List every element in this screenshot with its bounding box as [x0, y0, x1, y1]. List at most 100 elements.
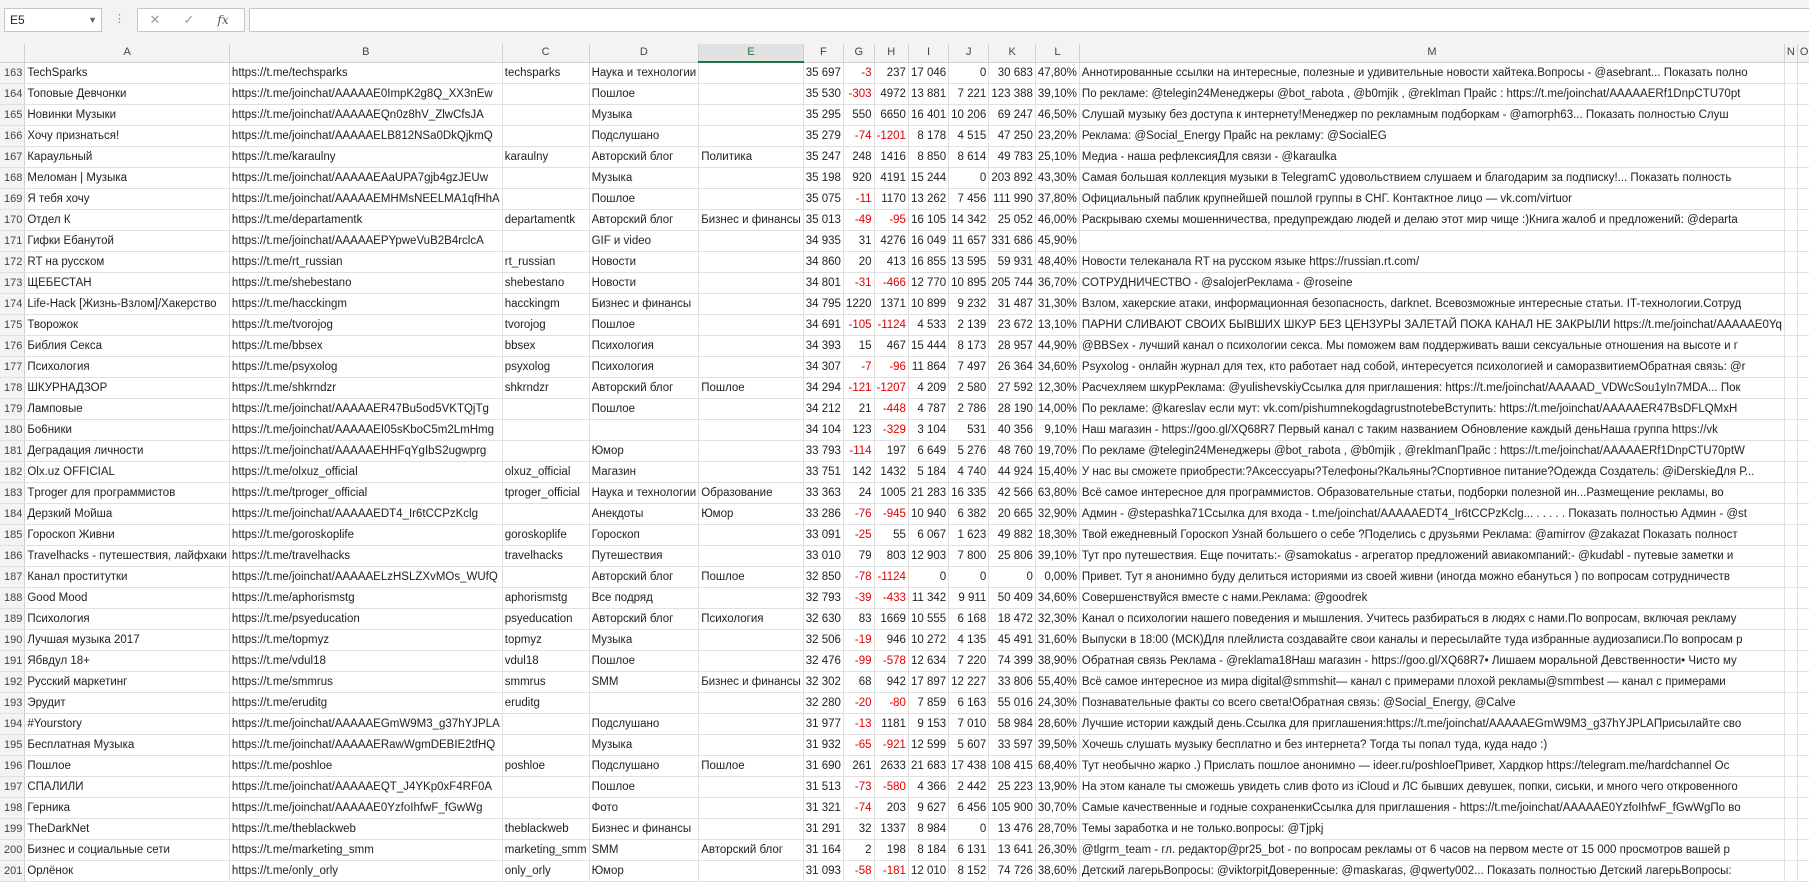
- row-header[interactable]: 198: [0, 797, 26, 819]
- cell-j[interactable]: 14 342: [948, 209, 990, 231]
- cell-l[interactable]: 31,60%: [1035, 629, 1080, 651]
- cell-c[interactable]: [502, 104, 590, 126]
- cell-l[interactable]: 46,00%: [1035, 209, 1080, 231]
- cell-d[interactable]: Психология: [589, 335, 700, 357]
- cell-m[interactable]: Аннотированные ссылки на интересные, пол…: [1079, 62, 1785, 84]
- cell-m[interactable]: Слушай музыку без доступа к интернету!Ме…: [1079, 104, 1785, 126]
- cell-k[interactable]: 0: [988, 566, 1036, 588]
- cell-i[interactable]: 9 627: [908, 797, 950, 819]
- cell-d[interactable]: [589, 692, 700, 714]
- cell-o[interactable]: [1797, 503, 1809, 525]
- cell-i[interactable]: 8 984: [908, 818, 950, 840]
- cell-a[interactable]: Хочу признаться!: [24, 125, 230, 147]
- row-header[interactable]: 191: [0, 650, 26, 672]
- cell-n[interactable]: [1784, 83, 1798, 105]
- cell-h[interactable]: -80: [874, 692, 909, 714]
- cell-e[interactable]: [698, 62, 804, 84]
- cell-o[interactable]: [1797, 629, 1809, 651]
- cell-a[interactable]: Гороскоп Живни: [24, 524, 230, 546]
- cell-o[interactable]: [1797, 125, 1809, 147]
- cell-i[interactable]: 7 859: [908, 692, 950, 714]
- row-header[interactable]: 166: [0, 125, 26, 147]
- cell-o[interactable]: [1797, 335, 1809, 357]
- cell-o[interactable]: [1797, 167, 1809, 189]
- cell-h[interactable]: 55: [874, 524, 909, 546]
- cell-k[interactable]: 28 190: [988, 398, 1036, 420]
- row-header[interactable]: 169: [0, 188, 26, 210]
- cell-b[interactable]: https://t.me/joinchat/AAAAAEHHFqYgIbS2ug…: [229, 440, 503, 462]
- cell-g[interactable]: -78: [843, 566, 875, 588]
- cell-o[interactable]: [1797, 713, 1809, 735]
- row-header[interactable]: 194: [0, 713, 26, 735]
- cell-k[interactable]: 27 592: [988, 377, 1036, 399]
- cell-n[interactable]: [1784, 230, 1798, 252]
- cell-f[interactable]: 32 793: [803, 587, 844, 609]
- cell-m[interactable]: Детский лагерьВопросы: @viktorpitДоверен…: [1079, 860, 1785, 882]
- cell-g[interactable]: 24: [843, 482, 875, 504]
- cell-b[interactable]: https://t.me/joinchat/AAAAAELB812NSa0DkQ…: [229, 125, 503, 147]
- cell-d[interactable]: Музыка: [589, 629, 700, 651]
- cell-a[interactable]: RT на русском: [24, 251, 230, 273]
- row-header[interactable]: 171: [0, 230, 26, 252]
- cell-n[interactable]: [1784, 335, 1798, 357]
- cell-c[interactable]: [502, 797, 590, 819]
- cell-a[interactable]: СПАЛИЛИ: [24, 776, 230, 798]
- cell-i[interactable]: 6 067: [908, 524, 950, 546]
- cell-m[interactable]: По рекламе: @kareslav если мут: vk.com/p…: [1079, 398, 1785, 420]
- cell-j[interactable]: 7 456: [948, 188, 990, 210]
- cell-a[interactable]: Olx.uz OFFICIAL: [24, 461, 230, 483]
- cell-l[interactable]: 25,10%: [1035, 146, 1080, 168]
- cell-g[interactable]: 20: [843, 251, 875, 273]
- cell-f[interactable]: 33 793: [803, 440, 844, 462]
- cell-f[interactable]: 34 294: [803, 377, 844, 399]
- cell-b[interactable]: https://t.me/joinchat/AAAAAER47Bu5od5VKT…: [229, 398, 503, 420]
- cell-a[interactable]: TheDarkNet: [24, 818, 230, 840]
- cell-e[interactable]: [698, 776, 804, 798]
- cell-c[interactable]: eruditg: [502, 692, 590, 714]
- cell-i[interactable]: 12 634: [908, 650, 950, 672]
- cell-f[interactable]: 33 286: [803, 503, 844, 525]
- cell-g[interactable]: -31: [843, 272, 875, 294]
- cell-l[interactable]: 45,90%: [1035, 230, 1080, 252]
- cell-f[interactable]: 34 393: [803, 335, 844, 357]
- cell-i[interactable]: 10 555: [908, 608, 950, 630]
- cell-a[interactable]: Библия Секса: [24, 335, 230, 357]
- cell-f[interactable]: 33 091: [803, 524, 844, 546]
- cell-b[interactable]: https://t.me/only_orly: [229, 860, 503, 882]
- cell-l[interactable]: 19,70%: [1035, 440, 1080, 462]
- cell-d[interactable]: Пошлое: [589, 398, 700, 420]
- cell-c[interactable]: departamentk: [502, 209, 590, 231]
- cell-d[interactable]: GIF и video: [589, 230, 700, 252]
- cell-k[interactable]: 205 744: [988, 272, 1036, 294]
- row-header[interactable]: 197: [0, 776, 26, 798]
- cell-k[interactable]: 13 476: [988, 818, 1036, 840]
- cell-f[interactable]: 33 751: [803, 461, 844, 483]
- cell-e[interactable]: [698, 587, 804, 609]
- cell-g[interactable]: 142: [843, 461, 875, 483]
- cell-m[interactable]: Всё самое интересное для программистов. …: [1079, 482, 1785, 504]
- cell-o[interactable]: [1797, 482, 1809, 504]
- cell-o[interactable]: [1797, 524, 1809, 546]
- cell-l[interactable]: 31,30%: [1035, 293, 1080, 315]
- cell-c[interactable]: shkrndzr: [502, 377, 590, 399]
- row-header[interactable]: 178: [0, 377, 26, 399]
- cell-h[interactable]: -1124: [874, 566, 909, 588]
- cell-m[interactable]: Реклама: @Social_Energy Прайс на рекламу…: [1079, 125, 1785, 147]
- cell-g[interactable]: -20: [843, 692, 875, 714]
- cell-j[interactable]: 10 206: [948, 104, 990, 126]
- cell-k[interactable]: 48 760: [988, 440, 1036, 462]
- cell-b[interactable]: https://t.me/karaulny: [229, 146, 503, 168]
- cell-h[interactable]: -448: [874, 398, 909, 420]
- cell-b[interactable]: https://t.me/marketing_smm: [229, 839, 503, 861]
- cell-e[interactable]: Образование: [698, 482, 804, 504]
- cell-j[interactable]: 8 173: [948, 335, 990, 357]
- row-header[interactable]: 175: [0, 314, 26, 336]
- cell-c[interactable]: [502, 83, 590, 105]
- cell-j[interactable]: 4 135: [948, 629, 990, 651]
- cell-l[interactable]: 15,40%: [1035, 461, 1080, 483]
- cell-k[interactable]: 25 806: [988, 545, 1036, 567]
- cell-e[interactable]: Пошлое: [698, 566, 804, 588]
- row-header[interactable]: 200: [0, 839, 26, 861]
- cell-k[interactable]: 30 683: [988, 62, 1036, 84]
- cell-h[interactable]: -921: [874, 734, 909, 756]
